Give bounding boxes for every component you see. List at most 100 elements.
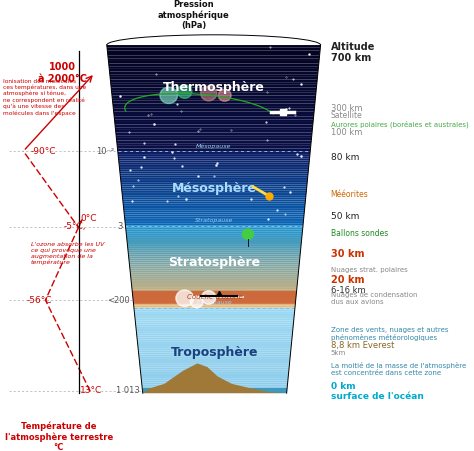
Polygon shape xyxy=(134,308,295,310)
Polygon shape xyxy=(112,101,315,103)
Polygon shape xyxy=(107,45,320,48)
Text: Ballons sondes: Ballons sondes xyxy=(330,229,388,238)
Polygon shape xyxy=(119,164,309,166)
Polygon shape xyxy=(121,184,307,187)
Polygon shape xyxy=(137,337,292,340)
Polygon shape xyxy=(126,234,302,236)
Polygon shape xyxy=(129,258,300,260)
Polygon shape xyxy=(120,174,308,175)
Text: Couche d'ozone: Couche d'ozone xyxy=(187,295,242,300)
Polygon shape xyxy=(133,301,296,304)
Text: 100 km: 100 km xyxy=(330,128,362,137)
Polygon shape xyxy=(123,205,305,207)
Polygon shape xyxy=(109,69,318,72)
Polygon shape xyxy=(122,194,306,196)
Polygon shape xyxy=(109,72,318,74)
Text: 0°C: 0°C xyxy=(81,214,97,223)
Text: 13°C: 13°C xyxy=(80,386,102,395)
Polygon shape xyxy=(123,202,305,203)
Polygon shape xyxy=(111,85,317,87)
Polygon shape xyxy=(110,79,317,82)
Polygon shape xyxy=(118,151,310,153)
Text: Thermosphère: Thermosphère xyxy=(163,81,265,94)
Polygon shape xyxy=(122,192,306,194)
Polygon shape xyxy=(136,322,293,325)
Polygon shape xyxy=(125,216,304,218)
Polygon shape xyxy=(119,162,309,164)
Text: -5°C,: -5°C, xyxy=(64,222,86,231)
Polygon shape xyxy=(137,344,292,346)
Polygon shape xyxy=(116,133,312,135)
Circle shape xyxy=(178,85,192,98)
Polygon shape xyxy=(141,378,288,380)
Polygon shape xyxy=(126,228,303,230)
Polygon shape xyxy=(127,242,301,244)
Polygon shape xyxy=(113,106,315,109)
Text: 5km: 5km xyxy=(330,350,346,356)
Polygon shape xyxy=(135,318,294,320)
Polygon shape xyxy=(127,240,301,242)
Text: 1000
à 2000°C: 1000 à 2000°C xyxy=(38,62,87,84)
Text: Satellite: Satellite xyxy=(330,111,362,120)
Polygon shape xyxy=(125,220,303,222)
Text: Troposphère: Troposphère xyxy=(171,346,258,359)
Polygon shape xyxy=(130,273,298,275)
Polygon shape xyxy=(119,170,309,172)
Text: Température de
l'atmosphère terrestre
°C: Température de l'atmosphère terrestre °C xyxy=(5,421,113,451)
Polygon shape xyxy=(120,179,308,181)
Polygon shape xyxy=(114,111,314,114)
Polygon shape xyxy=(107,48,320,51)
Polygon shape xyxy=(127,236,302,238)
Polygon shape xyxy=(128,254,300,256)
Polygon shape xyxy=(112,93,316,96)
Polygon shape xyxy=(129,265,299,267)
Polygon shape xyxy=(121,183,307,184)
Polygon shape xyxy=(124,211,304,212)
Polygon shape xyxy=(141,374,289,376)
Polygon shape xyxy=(124,215,304,216)
Polygon shape xyxy=(109,61,319,64)
Polygon shape xyxy=(128,244,301,246)
Circle shape xyxy=(160,87,178,103)
Circle shape xyxy=(201,86,217,101)
Polygon shape xyxy=(139,359,290,361)
Polygon shape xyxy=(129,260,300,262)
Polygon shape xyxy=(117,141,311,143)
Polygon shape xyxy=(120,177,308,179)
Polygon shape xyxy=(140,363,290,365)
Text: Pression
atmosphérique
(hPa): Pression atmosphérique (hPa) xyxy=(158,0,229,30)
Polygon shape xyxy=(135,314,294,316)
Circle shape xyxy=(242,229,254,239)
Polygon shape xyxy=(125,224,303,226)
Polygon shape xyxy=(107,51,320,53)
Polygon shape xyxy=(141,380,288,382)
Text: 50 km: 50 km xyxy=(330,212,359,221)
Polygon shape xyxy=(122,190,306,192)
Polygon shape xyxy=(139,357,290,359)
Polygon shape xyxy=(117,143,311,146)
Polygon shape xyxy=(110,82,317,85)
Polygon shape xyxy=(131,283,297,285)
Polygon shape xyxy=(114,117,314,120)
Polygon shape xyxy=(118,148,310,151)
Polygon shape xyxy=(108,53,320,55)
Polygon shape xyxy=(134,305,295,308)
Polygon shape xyxy=(119,166,309,168)
Polygon shape xyxy=(109,64,319,66)
Polygon shape xyxy=(129,262,300,265)
Polygon shape xyxy=(125,222,303,224)
Polygon shape xyxy=(108,58,319,61)
Polygon shape xyxy=(123,203,305,205)
Text: 8,8 km Everest: 8,8 km Everest xyxy=(330,341,394,350)
Text: Mésosphère: Mésosphère xyxy=(172,182,256,195)
Polygon shape xyxy=(137,336,292,337)
Polygon shape xyxy=(133,297,296,299)
Text: Ionisation des molécules
ces températures, dans une
atmosphère si ténue,
ne corr: Ionisation des molécules ces température… xyxy=(3,78,86,115)
Polygon shape xyxy=(116,135,312,138)
Polygon shape xyxy=(120,175,308,177)
Text: 80 km: 80 km xyxy=(330,153,359,162)
Polygon shape xyxy=(117,138,311,141)
Polygon shape xyxy=(142,387,287,389)
Circle shape xyxy=(219,89,231,101)
Polygon shape xyxy=(130,269,299,271)
